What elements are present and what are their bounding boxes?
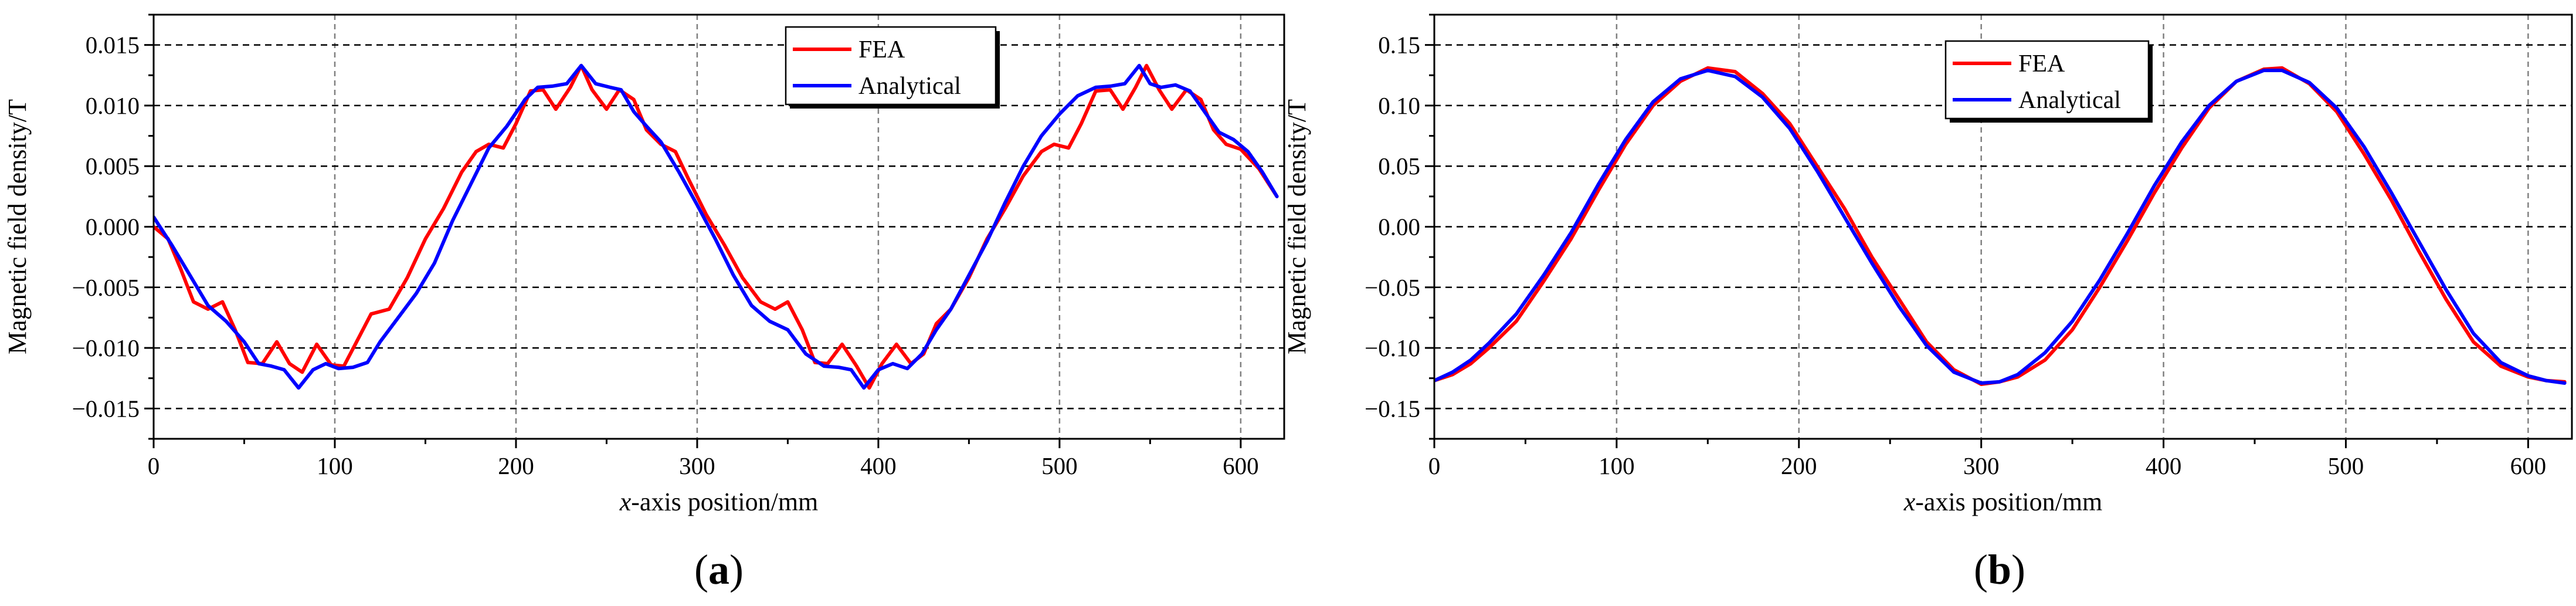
panel-b-chart: 0 100 200 300 400 500 600 −0.15 −0.10 −0.05 0.00 0.… [1288,13,2573,593]
legend: FEA Analytical [1944,40,2153,123]
y-tick-label: −0.015 [72,395,140,422]
x-tick-label: 100 [1598,452,1635,479]
x-axis-label: x-axis position/mm [1903,487,2103,516]
y-tick-label: −0.15 [1365,395,1420,422]
x-tick-label: 600 [1223,452,1259,479]
y-tick-label: 0.010 [86,92,140,119]
x-tick-label: 300 [679,452,715,479]
y-tick-label: 0.15 [1378,32,1420,59]
y-tick-label: 0.000 [86,214,140,241]
panel-label: (a) [694,546,744,593]
panel-a-chart: 0 100 200 300 400 500 600 −0.015 −0.010 −0.005 0.0… [3,13,1285,593]
x-tick-label: 400 [860,452,897,479]
legend: FEA Analytical [785,26,1000,109]
legend-label-fea: FEA [858,36,905,63]
y-tick-label: 0.05 [1378,153,1420,180]
x-tick-label: 500 [1041,452,1078,479]
legend-label-fea: FEA [2018,50,2065,77]
y-tick-label: 0.005 [86,153,140,180]
y-tick-label: −0.005 [72,274,140,301]
y-tick-label: 0.015 [86,32,140,59]
y-axis-label: Magnetic field density/T [3,99,32,354]
series-line-analytical [1434,69,2567,385]
x-axis-label: x-axis position/mm [619,487,819,516]
x-tick-label: 200 [1781,452,1817,479]
series-line-analytical [154,63,1279,390]
x-tick-label: 600 [2510,452,2547,479]
x-tick-label: 0 [148,452,160,479]
y-tick-label: −0.10 [1365,334,1420,361]
x-tick-label: 0 [1428,452,1441,479]
y-axis-label: Magnetic field density/T [1288,99,1311,354]
legend-box [785,26,997,106]
y-tick-label: −0.010 [72,334,140,361]
y-tick-label: −0.05 [1365,274,1420,301]
x-tick-label: 400 [2146,452,2182,479]
x-tick-label: 300 [1963,452,2000,479]
legend-box [1944,40,2150,120]
y-tick-label: 0.00 [1378,214,1420,241]
legend-label-analytical: Analytical [858,73,961,100]
x-tick-label: 500 [2328,452,2364,479]
x-tick-label: 200 [498,452,534,479]
x-tick-label: 100 [317,452,353,479]
panel-label: (b) [1974,546,2025,593]
y-tick-label: 0.10 [1378,92,1420,119]
legend-label-analytical: Analytical [2018,87,2121,114]
